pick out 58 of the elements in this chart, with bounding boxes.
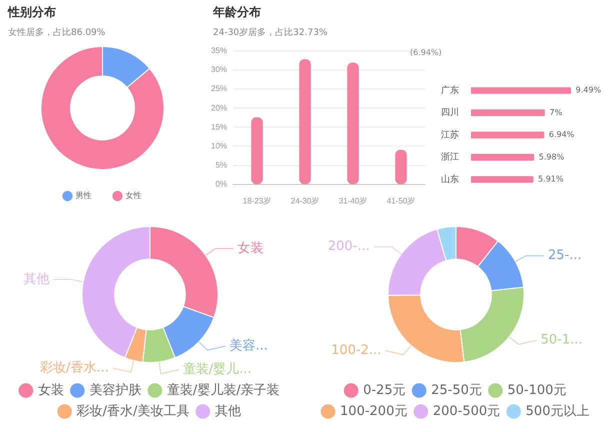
y-tick-label: 山东 <box>441 174 459 184</box>
data-label: 9.49% <box>576 86 602 95</box>
bar <box>471 132 544 138</box>
x-tick-label: 41-50岁 <box>386 196 416 206</box>
data-label: 7% <box>550 108 563 117</box>
bar <box>471 87 571 94</box>
y-tick-label: 35% <box>210 46 228 56</box>
legend-label: 100-200元 <box>340 404 408 419</box>
bar <box>471 176 534 183</box>
y-tick-label: 5% <box>215 160 228 170</box>
text: 100-2... <box>331 343 382 358</box>
bar <box>347 62 359 184</box>
slice-label: 其他 <box>23 272 50 287</box>
data-label: 5.98% <box>538 152 565 162</box>
x-tick-label: 24-30岁 <box>290 196 320 206</box>
y-tick-label: 30% <box>210 65 228 74</box>
y-tick-label: 20% <box>210 103 228 112</box>
legend-label: 其他 <box>214 404 241 419</box>
data-label: 5.91% <box>538 174 564 184</box>
x-tick-label: 18-23岁 <box>242 196 272 206</box>
legend-label: 女装 <box>38 382 64 398</box>
legend-label: 男性 <box>76 191 92 200</box>
legend-label: 200-500元 <box>432 404 500 419</box>
bar <box>251 117 263 184</box>
legend-label: 0-25元 <box>363 382 406 398</box>
text: 200-... <box>328 239 370 254</box>
text: 25-... <box>548 248 582 264</box>
y-tick-label: 江苏 <box>441 129 459 140</box>
bar <box>299 59 311 184</box>
annotation: (6.94%) <box>410 48 442 57</box>
chart-subtitle: 女性居多，占比86.09% <box>8 26 106 39</box>
y-tick-label: 0% <box>215 180 228 189</box>
legend-label: 25-50元 <box>431 382 482 398</box>
y-tick-label: 四川 <box>441 107 459 118</box>
text: 彩妆/香水... <box>40 360 109 376</box>
legend-label: 彩妆/香水/美妆工具 <box>76 402 190 419</box>
chart-title: 年龄分布 <box>213 4 261 21</box>
text: 童装/婴儿... <box>182 362 252 378</box>
chart-subtitle: 24-30岁居多，占比32.73% <box>213 26 328 39</box>
y-tick-label: 广东 <box>441 85 459 96</box>
y-tick-label: 25% <box>210 84 228 94</box>
text: 50-1... <box>540 332 582 348</box>
legend-label: 童装/婴儿装/亲子装 <box>166 382 280 398</box>
y-tick-label: 10% <box>210 141 228 150</box>
legend-label: 500元以上 <box>526 404 590 419</box>
y-tick-label: 浙江 <box>441 152 459 162</box>
legend-label: 女性 <box>126 191 142 200</box>
legend-label: 50-100元 <box>507 382 566 398</box>
text: 美容... <box>229 338 268 354</box>
y-tick-label: 15% <box>210 122 228 132</box>
data-label: 6.94% <box>548 130 575 140</box>
bar <box>471 109 545 116</box>
x-tick-label: 31-40岁 <box>338 196 368 206</box>
slice-label: 女装 <box>237 240 264 256</box>
bar <box>471 154 534 161</box>
chart-title: 性别分布 <box>8 4 56 21</box>
legend-label: 美容护肤 <box>89 382 142 398</box>
bar <box>395 150 407 184</box>
